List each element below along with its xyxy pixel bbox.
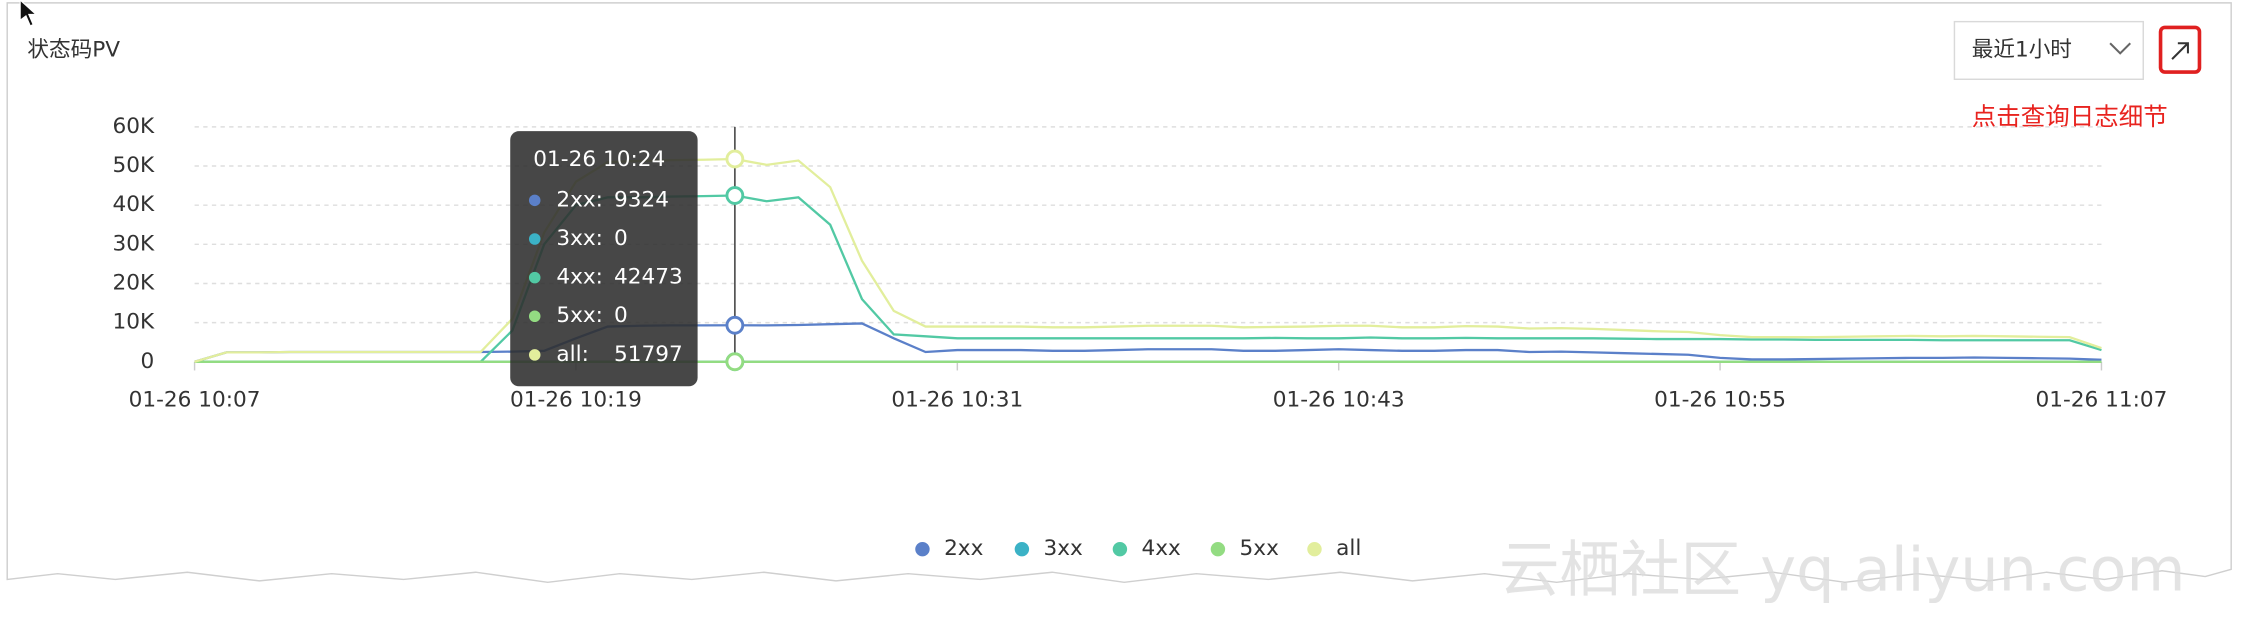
x-tick-label: 01-26 11:07 <box>2035 388 2167 413</box>
hover-point <box>725 352 745 372</box>
legend-label: 2xx <box>944 536 984 561</box>
range-dropdown[interactable] <box>1953 20 2144 81</box>
tooltip-box <box>510 131 698 387</box>
legend-dot <box>915 541 930 557</box>
plot: 0 10K 20K 30K 40K 50K 60K 01-26 10:07 01-26 10:1… <box>113 114 2168 561</box>
tooltip: 01-26 10:24 2xx: 9324 3xx: 0 4xx: 42473 5xx: 0 al… <box>510 131 698 387</box>
x-tick-label: 01-26 10:07 <box>129 388 261 413</box>
x-tick-label: 01-26 10:19 <box>510 388 642 413</box>
tooltip-dot <box>528 310 541 323</box>
external-icon <box>2171 42 2189 60</box>
legend-dot <box>1112 541 1128 557</box>
tooltip-label: 4xx: <box>556 265 603 290</box>
y-tick-label: 10K <box>113 310 155 335</box>
tooltip-value: 9324 <box>614 187 669 212</box>
x-tick-label: 01-26 10:31 <box>891 388 1023 413</box>
tooltip-value: 51797 <box>614 342 683 367</box>
tooltip-title: 01-26 10:24 <box>533 147 665 172</box>
y-tick-label: 50K <box>113 153 155 178</box>
card <box>6 2 2232 584</box>
tooltip-value: 0 <box>614 303 628 328</box>
y-tick-label: 30K <box>113 231 155 256</box>
legend-dot <box>1210 541 1226 557</box>
legend-label: all <box>1336 536 1361 561</box>
legend-dot <box>1014 541 1030 557</box>
hover-point <box>725 315 745 335</box>
legend-label: 4xx <box>1142 536 1182 561</box>
tooltip-dot <box>528 233 541 245</box>
hover-point <box>725 186 745 205</box>
y-tick-label: 0 <box>140 349 154 374</box>
legend-label: 5xx <box>1240 536 1280 561</box>
open-logs-button[interactable] <box>2158 25 2202 74</box>
tooltip-label: 3xx: <box>556 226 603 251</box>
tooltip-label: 5xx: <box>556 303 603 328</box>
tooltip-value: 0 <box>614 226 628 251</box>
tooltip-dot <box>528 271 541 284</box>
panel-title: 状态码PV <box>27 37 120 62</box>
tooltip-dot <box>528 349 541 361</box>
range-text: 最近1小时 <box>1972 37 2072 62</box>
legend-dot <box>1307 541 1322 557</box>
y-tick-label: 60K <box>113 114 155 139</box>
x-tick-label: 01-26 10:55 <box>1654 388 1786 413</box>
y-tick-label: 20K <box>113 270 155 295</box>
legend-label: 3xx <box>1044 536 1084 561</box>
x-tick-label: 01-26 10:43 <box>1273 388 1405 413</box>
annotation: 点击查询日志细节 <box>1972 102 2168 131</box>
hover-point <box>725 149 745 169</box>
tooltip-value: 42473 <box>614 265 683 290</box>
tooltip-label: all: <box>556 342 589 367</box>
tooltip-label: 2xx: <box>556 187 603 212</box>
y-tick-label: 40K <box>113 192 155 217</box>
watermark: 云栖社区 yq.aliyun.com <box>1499 535 2185 605</box>
cursor <box>19 0 38 27</box>
dropdown-chevron <box>2109 42 2131 55</box>
tooltip-dot <box>528 194 541 207</box>
